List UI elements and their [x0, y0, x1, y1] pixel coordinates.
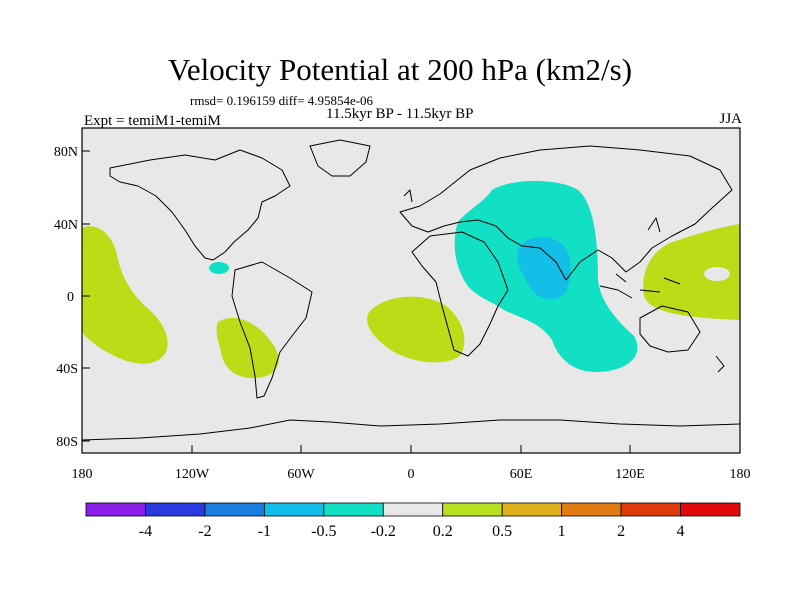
colorbar-swatch: [501, 502, 563, 517]
colorbar: -4 -2 -1 -0.5 -0.2 0.2 0.5 1 2 4: [85, 502, 741, 540]
colorbar-label: -4: [139, 523, 152, 540]
colorbar-label: -2: [198, 523, 211, 540]
x-tick-label: 120W: [175, 467, 210, 482]
colorbar-swatch: [204, 502, 265, 517]
colorbar-label: -0.5: [311, 523, 336, 540]
y-tick-label: 0: [67, 290, 74, 305]
y-tick-label: 40S: [56, 362, 78, 377]
x-tick-label: 0: [408, 467, 415, 482]
y-tick-label: 40N: [54, 218, 78, 233]
colorbar-label: 0.5: [492, 523, 512, 540]
negative-core-arabian-sea: [517, 236, 571, 300]
positive-region-pacific-west: [82, 226, 168, 364]
colorbar-swatch: [382, 502, 444, 517]
positive-region-hole: [704, 267, 730, 281]
axis-ticks: [81, 150, 741, 453]
colorbar-swatch: [620, 502, 681, 517]
colorbar-swatch: [561, 502, 622, 517]
colorbar-label: -0.2: [371, 523, 396, 540]
y-tick-label: 80N: [54, 145, 78, 160]
colorbar-swatch: [323, 502, 384, 517]
x-tick-label: 60E: [510, 467, 533, 482]
positive-region-west-pacific: [643, 224, 740, 320]
rmsd-diff-label: rmsd= 0.196159 diff= 4.95854e-06: [190, 93, 374, 108]
colorbar-swatch: [85, 502, 146, 517]
subtitle: 11.5kyr BP - 11.5kyr BP: [326, 106, 474, 122]
colorbar-label: 1: [558, 523, 566, 540]
experiment-label: Expt = temiM1-temiM: [84, 113, 221, 129]
coast-eurasia: [399, 145, 733, 281]
x-tick-label: 180: [730, 467, 751, 482]
colorbar-swatch: [145, 502, 206, 517]
plot-title: Velocity Potential at 200 hPa (km2/s): [167, 52, 633, 87]
colorbar-label: 2: [617, 523, 625, 540]
coast-antarctica: [81, 419, 741, 441]
coastlines: [81, 139, 741, 441]
positive-region-south-atlantic: [367, 296, 465, 363]
colorbar-label: 4: [677, 523, 685, 540]
coast-north-america: [109, 149, 291, 261]
coast-maritime-continent: [599, 273, 681, 299]
y-tick-label: 80S: [56, 435, 78, 450]
x-tick-label: 120E: [615, 467, 645, 482]
colorbar-label: 0.2: [433, 523, 453, 540]
map-background: [82, 128, 740, 453]
coast-greenland: [309, 139, 371, 177]
positive-region-south-america: [216, 317, 279, 379]
coast-south-america: [231, 261, 313, 399]
season-label: JJA: [719, 111, 742, 127]
negative-region-small-pacific: [209, 262, 229, 274]
colorbar-swatch: [442, 502, 503, 517]
coast-africa: [411, 231, 509, 357]
x-tick-label: 60W: [287, 467, 315, 482]
coast-islands-misc: [403, 189, 725, 373]
colorbar-swatch: [680, 502, 741, 517]
colorbar-swatch: [263, 502, 325, 517]
x-tick-label: 180: [72, 467, 93, 482]
colorbar-label: -1: [258, 523, 271, 540]
coast-australia: [639, 305, 701, 353]
map-contour-fills: [82, 181, 740, 379]
